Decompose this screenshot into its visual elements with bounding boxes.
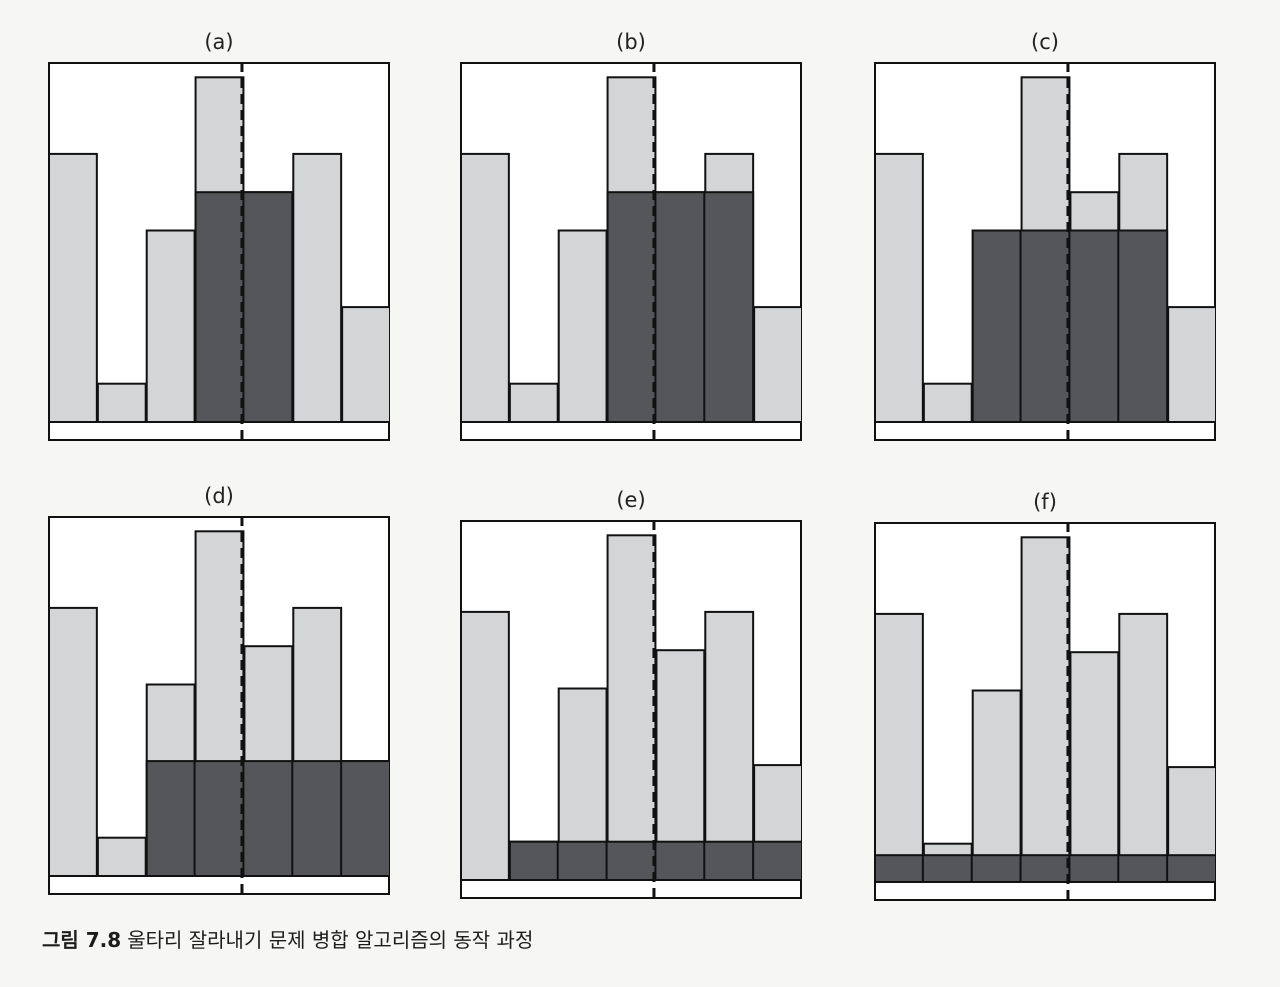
fence-bar	[460, 152, 510, 424]
figure-panel-e: (e)	[460, 488, 802, 908]
baseline-strip	[460, 421, 802, 441]
figure-panel-b: (b)	[460, 30, 802, 450]
figure-panel-d: (d)	[48, 484, 390, 904]
fence-bar	[96, 382, 147, 424]
panel-label: (b)	[616, 30, 646, 54]
fence-bar	[48, 606, 98, 878]
figure-panel-f: (f)	[874, 490, 1216, 910]
fence-histogram	[48, 516, 390, 895]
fence-histogram	[48, 62, 390, 441]
fence-histogram	[460, 520, 802, 899]
highlight-rectangle	[145, 760, 390, 878]
fence-bar	[971, 689, 1022, 883]
figure-number: 그림 7.8	[42, 928, 122, 952]
fence-bar	[1069, 651, 1120, 883]
fence-bar	[1118, 612, 1169, 884]
fence-bar	[1167, 306, 1216, 424]
panel-label: (c)	[1031, 30, 1059, 54]
panel-label: (f)	[1033, 490, 1057, 514]
panel-label: (a)	[204, 30, 234, 54]
highlight-rectangle	[606, 191, 755, 423]
baseline-strip	[48, 421, 390, 441]
panel-label: (e)	[616, 488, 646, 512]
fence-bar	[508, 382, 559, 424]
fence-bar	[704, 610, 755, 882]
fence-histogram	[460, 62, 802, 441]
fence-bar	[753, 306, 802, 424]
baseline-strip	[48, 875, 390, 895]
fence-bar	[922, 382, 973, 424]
fence-bar	[1020, 536, 1071, 884]
fence-histogram	[874, 62, 1216, 441]
fence-bar	[606, 534, 657, 882]
fence-histogram	[874, 522, 1216, 901]
fence-bar	[341, 306, 390, 424]
fence-bar	[557, 229, 608, 423]
fence-bar	[96, 836, 147, 878]
baseline-strip	[874, 881, 1216, 901]
fence-bar	[874, 152, 924, 424]
fence-bar	[460, 610, 510, 882]
figure-panel-c: (c)	[874, 30, 1216, 450]
highlight-rectangle	[874, 854, 1216, 884]
fence-bar	[145, 229, 196, 423]
fence-bar	[48, 152, 98, 424]
panel-label: (d)	[204, 484, 234, 508]
figure-panel-a: (a)	[48, 30, 390, 450]
fence-bar	[874, 612, 924, 884]
fence-bar	[292, 152, 343, 424]
figure-caption: 그림 7.8 울타리 잘라내기 문제 병합 알고리즘의 동작 과정	[42, 924, 533, 953]
baseline-strip	[460, 879, 802, 899]
baseline-strip	[874, 421, 1216, 441]
figure-caption-text: 울타리 잘라내기 문제 병합 알고리즘의 동작 과정	[127, 928, 534, 952]
